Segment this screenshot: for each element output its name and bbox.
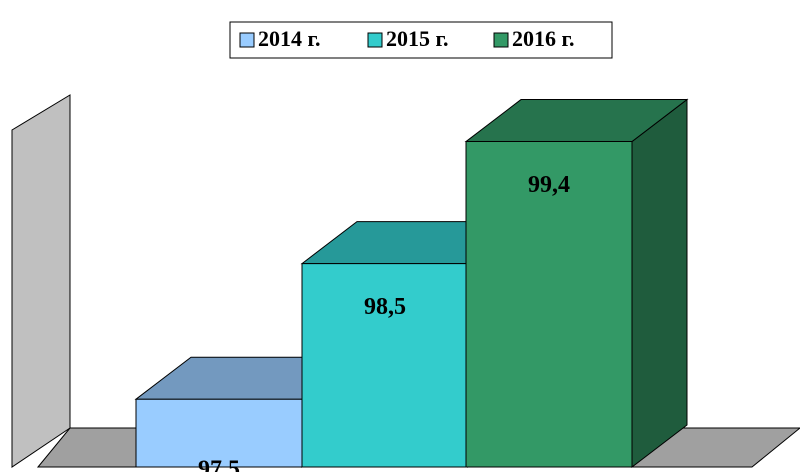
data-label: 97,5 <box>198 457 240 472</box>
data-label: 98,5 <box>364 294 406 320</box>
legend-swatch <box>239 32 255 48</box>
bar <box>464 98 689 469</box>
bar-side <box>631 98 688 469</box>
bar-front <box>465 141 633 468</box>
legend-label: 2014 г. <box>258 26 321 51</box>
legend <box>229 21 613 59</box>
back-wall <box>11 94 71 468</box>
legend-label: 2015 г. <box>386 26 449 51</box>
legend-swatch <box>367 32 383 48</box>
legend-swatch <box>493 32 509 48</box>
data-label: 99,4 <box>528 172 570 198</box>
legend-label: 2016 г. <box>512 26 575 51</box>
